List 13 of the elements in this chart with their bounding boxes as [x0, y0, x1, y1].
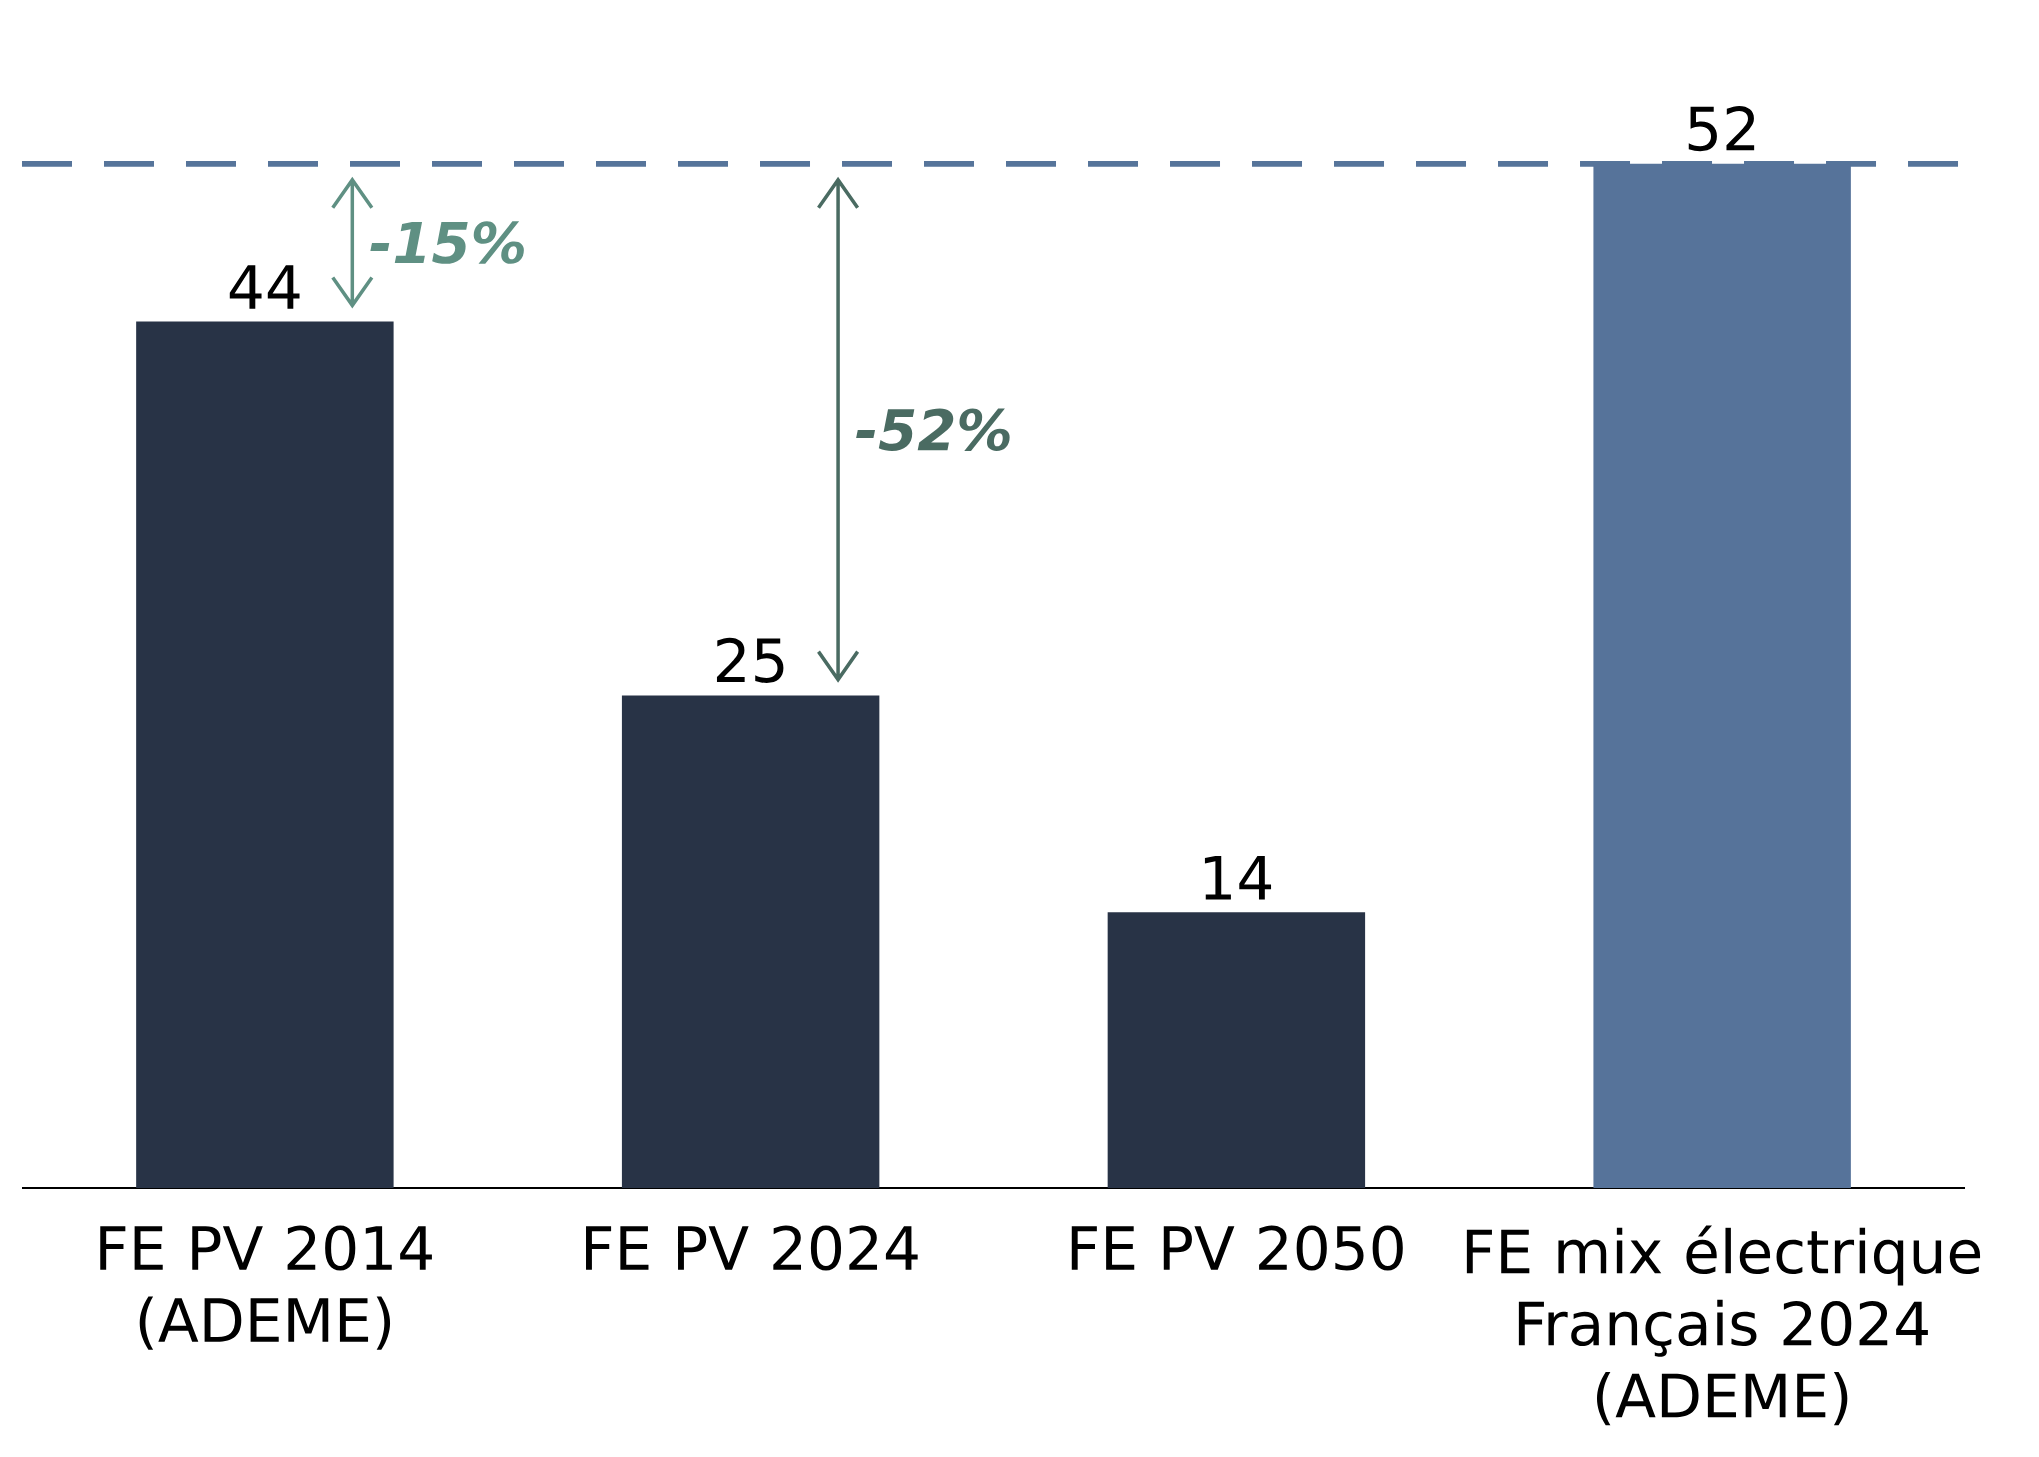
data-label: 44 [229, 265, 300, 309]
data-label: 14 [1204, 856, 1272, 900]
bar [136, 321, 394, 1189]
data-label: 52 [1688, 105, 1755, 152]
bar [621, 695, 880, 1189]
x-tick-label: FE PV 2050 [1071, 1225, 1403, 1271]
bar [1107, 912, 1366, 1189]
x-tick-label: FE mix électrique Français 2024 (ADEME) [1466, 1225, 1981, 1426]
annotation: -52% [856, 408, 1010, 451]
data-label: 25 [716, 637, 784, 683]
x-tick-label: FE PV 2014 (ADEME) [100, 1225, 432, 1350]
x-tick-label: FE PV 2024 [586, 1225, 918, 1271]
annotation: -15% [370, 221, 524, 264]
